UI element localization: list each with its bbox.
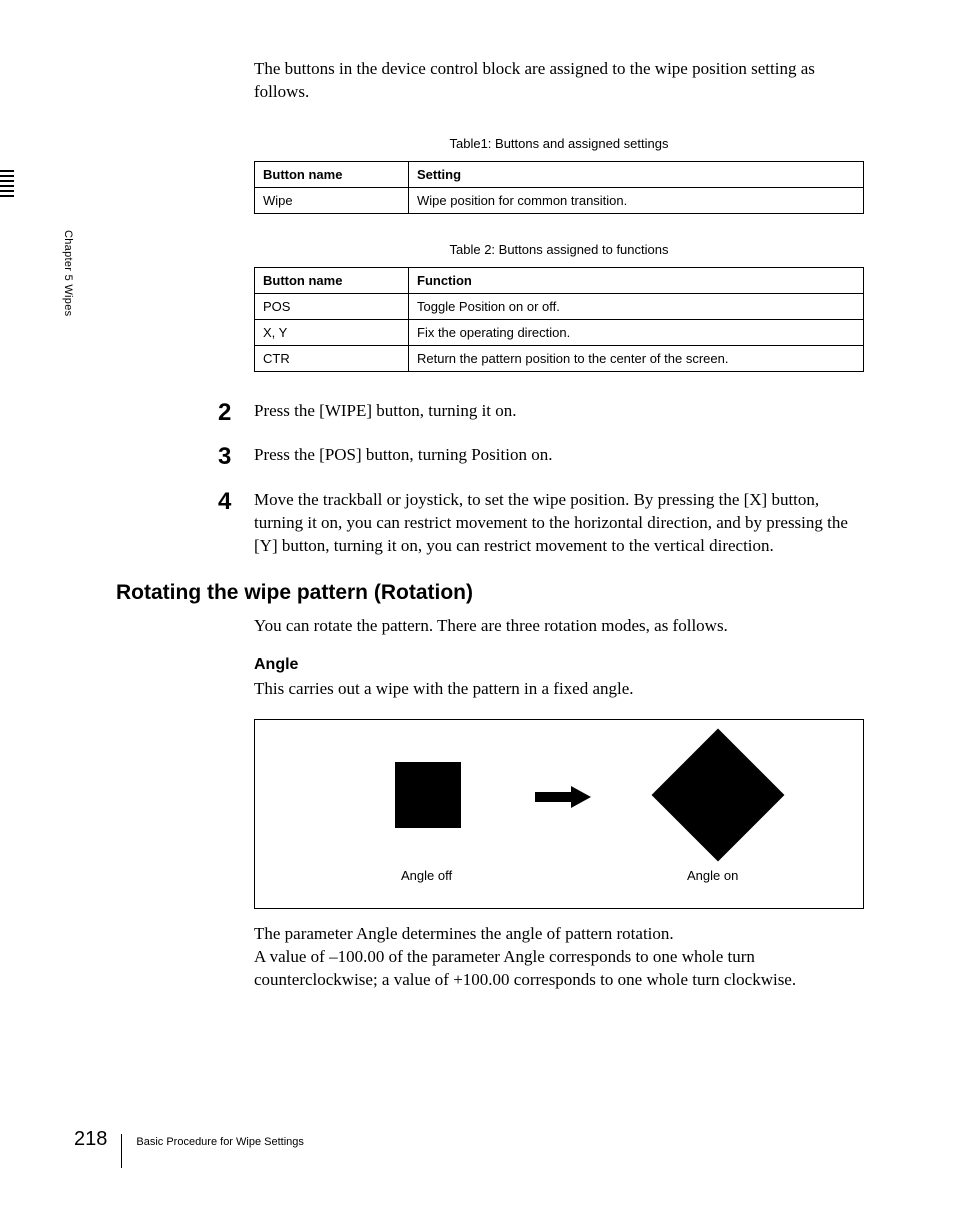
angle-desc: This carries out a wipe with the pattern… [254,678,864,701]
page-number: 218 [74,1128,107,1151]
arrow-right-icon [535,786,591,811]
footer-divider [121,1134,122,1168]
angle-param-text: The parameter Angle determines the angle… [254,923,864,992]
rotation-body: You can rotate the pattern. There are th… [254,615,864,638]
step-text: Move the trackball or joystick, to set t… [254,489,864,558]
table2-r0c1: Toggle Position on or off. [409,293,864,319]
step-number: 4 [218,489,254,558]
table1-r0c0: Wipe [255,187,409,213]
list-item: 3 Press the [POS] button, turning Positi… [254,444,864,470]
table1: Button name Setting Wipe Wipe position f… [254,161,864,214]
table2-r1c0: X, Y [255,319,409,345]
steps-list: 2 Press the [WIPE] button, turning it on… [254,400,864,558]
table1-r0c1: Wipe position for common transition. [409,187,864,213]
table-row: Button name Function [255,267,864,293]
figure-label-off: Angle off [401,868,452,883]
angle-heading: Angle [254,656,864,674]
table2-caption: Table 2: Buttons assigned to functions [254,242,864,257]
table-row: CTR Return the pattern position to the c… [255,345,864,371]
table2-r2c0: CTR [255,345,409,371]
footer-section-title: Basic Procedure for Wipe Settings [136,1136,304,1148]
table-row: X, Y Fix the operating direction. [255,319,864,345]
table1-h0: Button name [255,161,409,187]
page-footer: 218 Basic Procedure for Wipe Settings [74,1128,304,1162]
thumb-index [0,170,14,200]
table2-h0: Button name [255,267,409,293]
table2-h1: Function [409,267,864,293]
table2-r0c0: POS [255,293,409,319]
table2-r1c1: Fix the operating direction. [409,319,864,345]
table-row: Wipe Wipe position for common transition… [255,187,864,213]
step-text: Press the [POS] button, turning Position… [254,444,552,470]
list-item: 2 Press the [WIPE] button, turning it on… [254,400,864,426]
list-item: 4 Move the trackball or joystick, to set… [254,489,864,558]
table1-caption: Table1: Buttons and assigned settings [254,136,864,151]
square-shape [395,762,461,828]
angle-figure: Angle off Angle on [254,719,864,909]
step-number: 2 [218,400,254,426]
side-chapter-label: Chapter 5 Wipes [62,230,74,316]
table2-r2c1: Return the pattern position to the cente… [409,345,864,371]
table-row: Button name Setting [255,161,864,187]
table-row: POS Toggle Position on or off. [255,293,864,319]
diamond-shape [652,729,785,862]
step-number: 3 [218,444,254,470]
step-text: Press the [WIPE] button, turning it on. [254,400,517,426]
figure-label-on: Angle on [687,868,738,883]
rotation-heading: Rotating the wipe pattern (Rotation) [116,581,864,605]
table2: Button name Function POS Toggle Position… [254,267,864,372]
intro-paragraph: The buttons in the device control block … [254,58,864,104]
table1-h1: Setting [409,161,864,187]
